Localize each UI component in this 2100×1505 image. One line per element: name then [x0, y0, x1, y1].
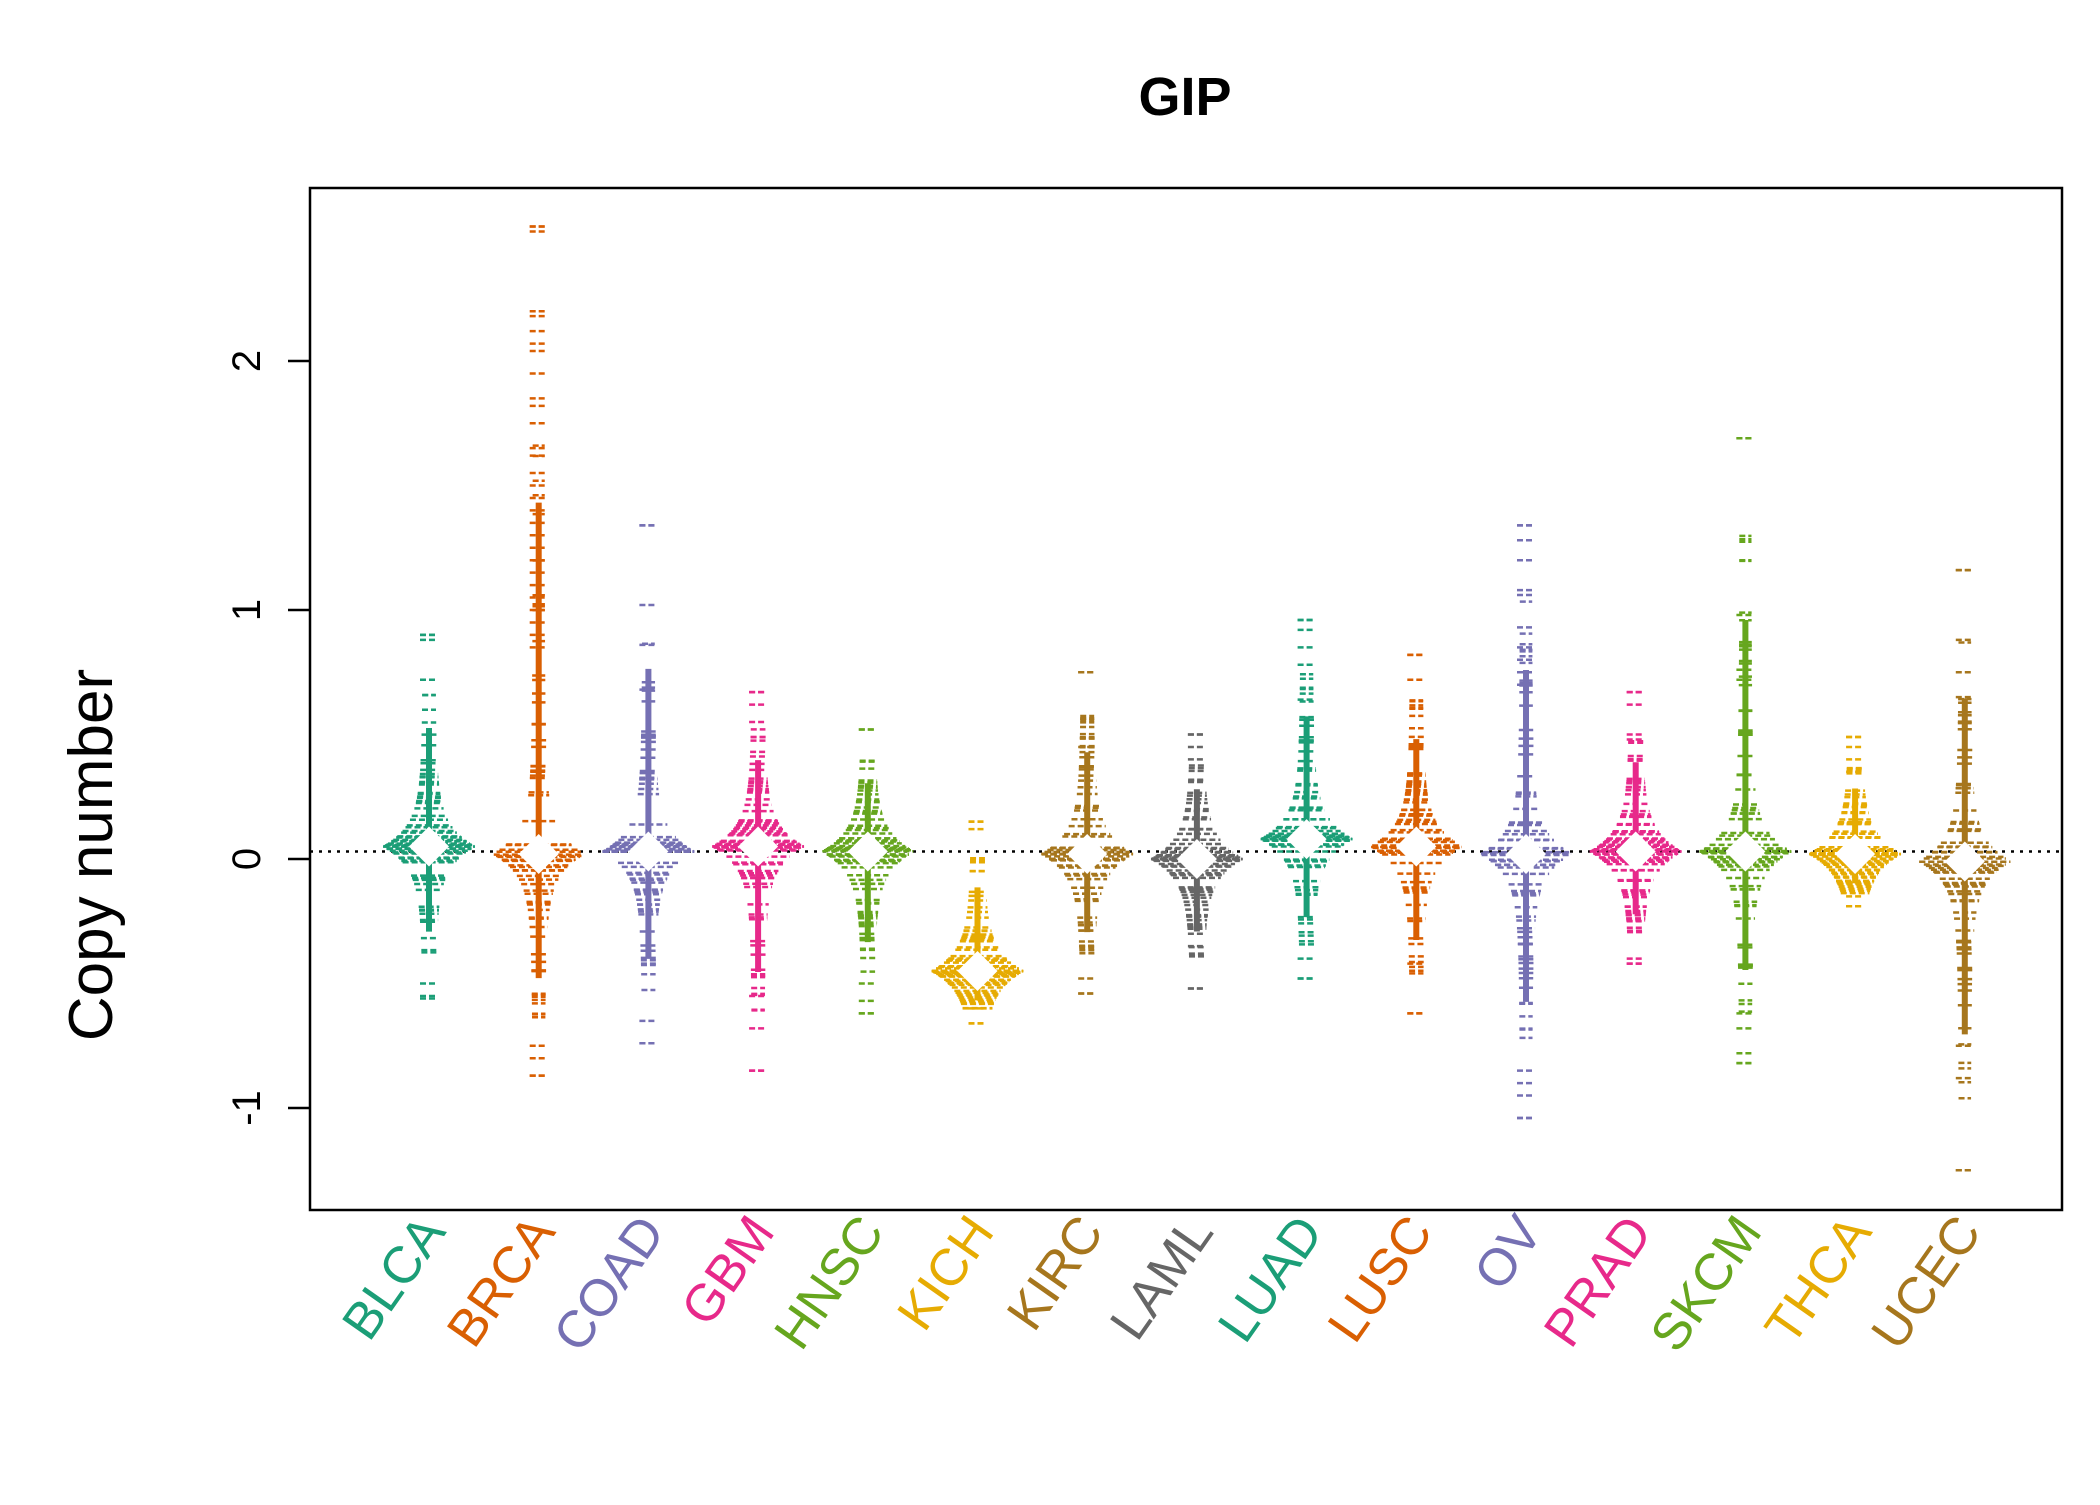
- center-marker: [847, 831, 888, 872]
- x-tick-label: GBM: [670, 1206, 785, 1336]
- x-tick-label: LUAD: [1207, 1206, 1334, 1353]
- series-laml: [1150, 733, 1243, 990]
- series-brca: [493, 225, 584, 1077]
- center-marker: [518, 834, 559, 875]
- series-ucec: [1919, 568, 2011, 1172]
- center-marker: [1725, 831, 1766, 872]
- series-gbm: [712, 690, 805, 1072]
- x-tick-label: LAML: [1099, 1206, 1224, 1351]
- center-marker: [1176, 839, 1217, 879]
- center-marker: [1506, 834, 1546, 875]
- y-tick-label: -1: [225, 1090, 269, 1126]
- x-tick-label: PRAD: [1533, 1206, 1663, 1358]
- x-tick-label: BRCA: [436, 1205, 567, 1357]
- center-marker: [1067, 834, 1108, 875]
- center-marker: [738, 826, 779, 867]
- x-tick-label: LUSC: [1317, 1206, 1444, 1353]
- y-axis-label: Copy number: [57, 669, 126, 1041]
- series-coad: [602, 524, 695, 1045]
- plot-marks: [310, 225, 2062, 1172]
- x-tick-label: COAD: [543, 1206, 677, 1362]
- x-tick-label: KIRC: [996, 1206, 1115, 1341]
- series-hnsc: [822, 728, 914, 1015]
- center-marker: [1615, 831, 1656, 872]
- series-thca: [1809, 735, 1902, 908]
- x-tick-label: KICH: [887, 1206, 1006, 1341]
- chart-title: GIP: [1138, 67, 1231, 127]
- center-marker: [1286, 819, 1327, 860]
- y-tick-label: 2: [225, 350, 269, 372]
- series-kich: [931, 820, 1024, 1025]
- center-marker: [957, 951, 998, 992]
- series-ov: [1480, 524, 1572, 1120]
- series-skcm: [1699, 436, 1792, 1065]
- y-axis: -1 0 1 2: [225, 350, 310, 1126]
- x-tick-label: HNSC: [764, 1206, 896, 1360]
- x-tick-label: OV: [1463, 1205, 1554, 1300]
- x-tick-label: BLCA: [331, 1205, 457, 1350]
- x-tick-label: UCEC: [1861, 1206, 1993, 1360]
- series-blca: [383, 633, 475, 1000]
- series-prad: [1589, 690, 1682, 965]
- series-luad: [1260, 618, 1353, 980]
- y-tick-label: 1: [225, 599, 269, 621]
- center-marker: [1835, 834, 1876, 875]
- center-marker: [409, 826, 449, 867]
- x-tick-label: SKCM: [1640, 1206, 1774, 1362]
- center-marker: [1396, 826, 1437, 867]
- series-lusc: [1371, 653, 1462, 1015]
- center-marker: [628, 831, 669, 872]
- y-tick-label: 0: [225, 848, 269, 870]
- center-marker: [1944, 841, 1985, 882]
- x-tick-label: THCA: [1754, 1205, 1883, 1354]
- plot-frame: [308, 186, 2064, 1212]
- series-kirc: [1041, 671, 1134, 995]
